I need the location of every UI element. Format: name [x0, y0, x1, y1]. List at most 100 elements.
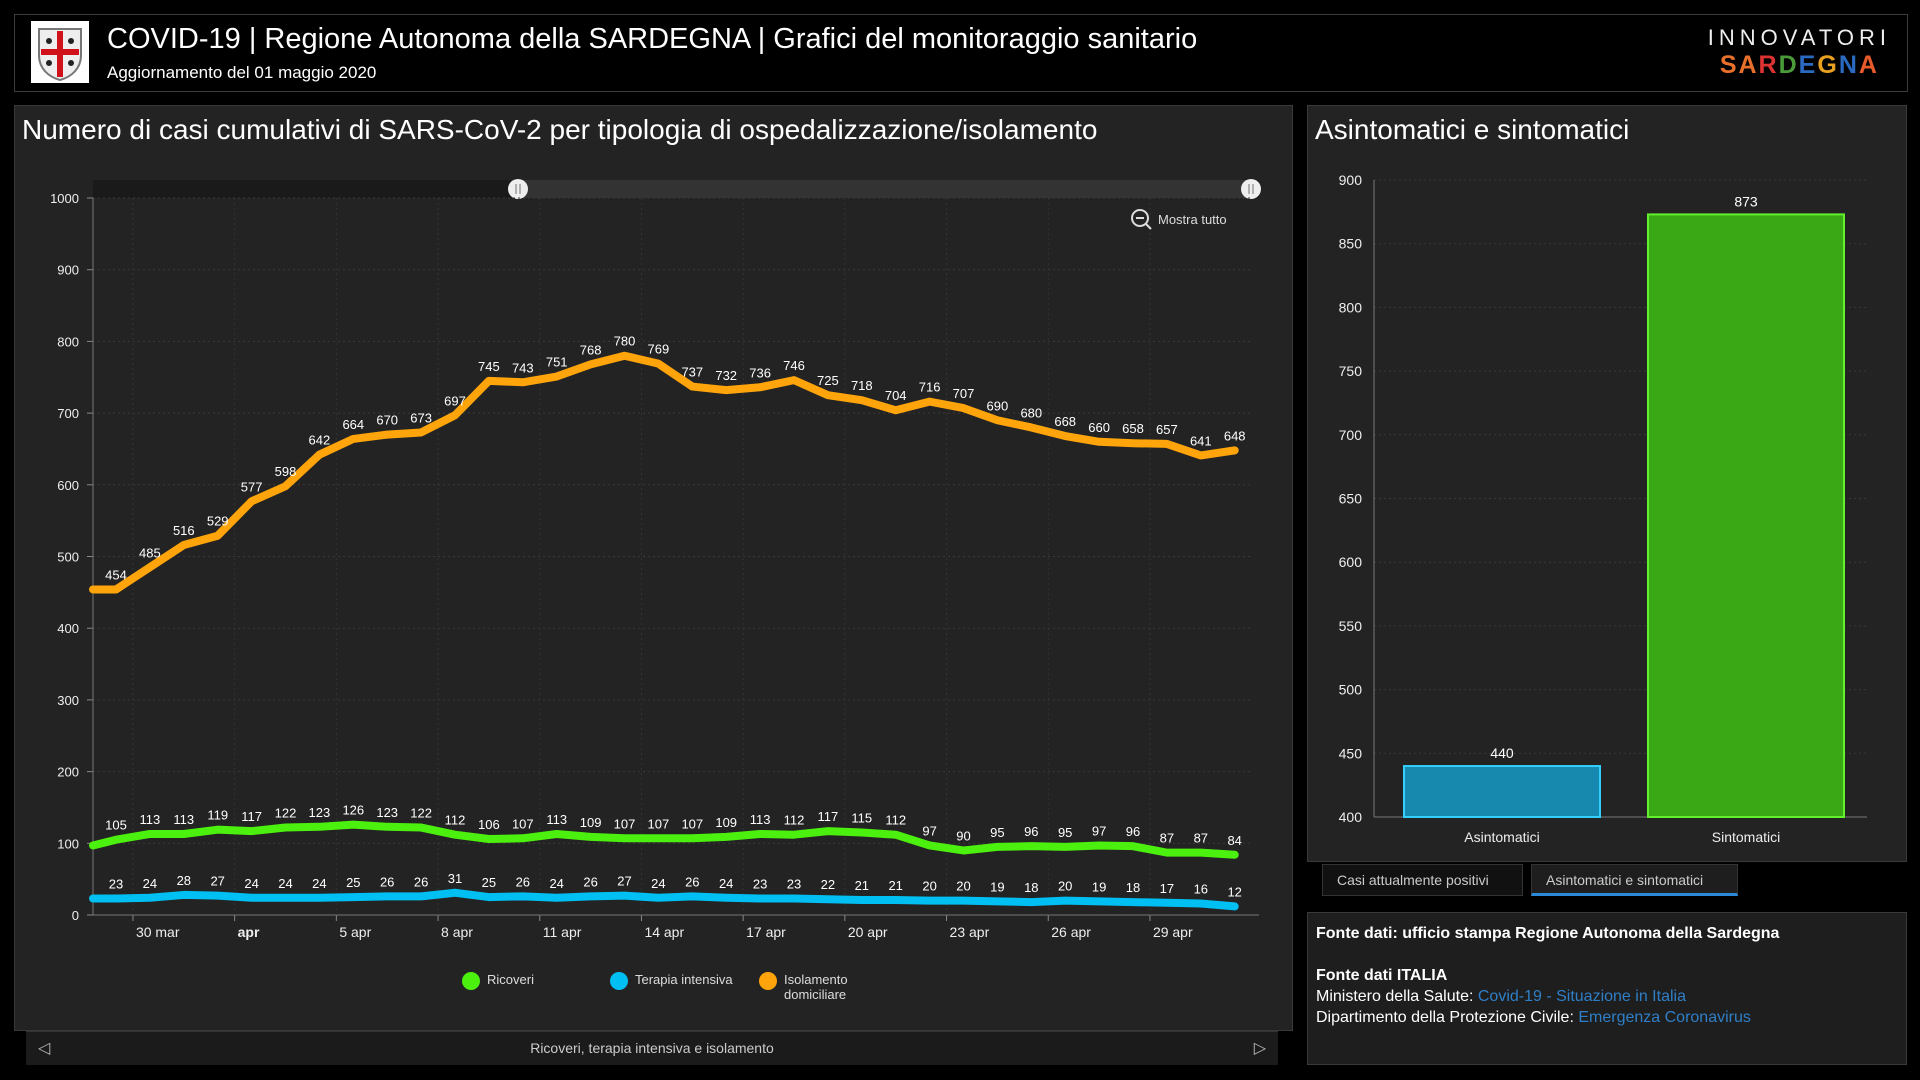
data-point-isolamento — [996, 419, 999, 422]
data-label-ricoveri: 107 — [681, 816, 703, 831]
legend-isolamento[interactable]: Isolamento domiciliare — [759, 972, 889, 1002]
data-point-isolamento — [860, 399, 863, 402]
zoom-out-icon — [1131, 209, 1152, 230]
data-label-terapia: 23 — [787, 877, 801, 892]
data-label-terapia: 19 — [1092, 879, 1106, 894]
y-tick-label: 100 — [57, 836, 79, 851]
data-label-terapia: 23 — [753, 877, 767, 892]
data-point-isolamento — [1030, 426, 1033, 429]
data-label-terapia: 21 — [855, 878, 869, 893]
data-label-isolamento: 658 — [1122, 421, 1144, 436]
y-tick-label: 900 — [57, 263, 79, 278]
y-tick-label: 0 — [72, 908, 79, 923]
data-point-isolamento — [1098, 440, 1101, 443]
bar-asintomatici — [1403, 765, 1601, 818]
data-point-ricoveri — [996, 845, 999, 848]
legend-label: Isolamento domiciliare — [784, 972, 848, 1002]
data-label-ricoveri: 123 — [309, 805, 331, 820]
y-tick-label: 750 — [1339, 363, 1363, 379]
data-label-terapia: 31 — [448, 871, 462, 886]
data-point-terapia — [420, 895, 423, 898]
data-label-ricoveri: 117 — [241, 809, 262, 824]
bar-sintomatici — [1647, 213, 1845, 818]
data-point-terapia — [250, 896, 253, 899]
data-label-ricoveri: 119 — [207, 808, 228, 823]
source-italy-heading: Fonte dati ITALIA — [1316, 967, 1448, 984]
data-label-ricoveri: 95 — [990, 825, 1004, 840]
legend-label: Terapia intensiva — [635, 972, 733, 987]
x-tick-label: 29 apr — [1153, 924, 1193, 940]
data-label-terapia: 18 — [1126, 880, 1140, 895]
data-point-terapia — [284, 896, 287, 899]
data-point-ricoveri — [148, 832, 151, 835]
data-point-isolamento — [487, 379, 490, 382]
data-point-ricoveri — [182, 832, 185, 835]
data-point-ricoveri — [1132, 845, 1134, 848]
brand-line2: SARDEGNA — [1719, 51, 1879, 79]
data-point-ricoveri — [352, 823, 355, 826]
data-point-isolamento — [318, 453, 321, 456]
y-tick-label: 850 — [1339, 236, 1363, 252]
next-chart-arrow-icon[interactable]: ▷ — [1253, 1040, 1266, 1057]
data-point-isolamento — [962, 407, 965, 410]
data-label-ricoveri: 117 — [818, 809, 839, 824]
legend-terapia-intensiva[interactable]: Terapia intensiva — [610, 972, 733, 990]
data-label-terapia: 24 — [651, 876, 665, 891]
data-label-ricoveri: 112 — [784, 813, 805, 828]
legend-ricoveri[interactable]: Ricoveri — [462, 972, 534, 990]
data-point-terapia — [894, 898, 897, 901]
tab-asintomatici-sintomatici[interactable]: Asintomatici e sintomatici — [1531, 864, 1738, 896]
data-point-ricoveri — [589, 835, 592, 838]
data-point-isolamento — [589, 363, 592, 366]
ministero-link[interactable]: Covid-19 - Situazione in Italia — [1477, 988, 1686, 1005]
data-label-isolamento: 577 — [241, 479, 263, 494]
tab-casi-attualmente-positivi[interactable]: Casi attualmente positivi — [1322, 864, 1523, 896]
data-point-terapia — [182, 893, 185, 896]
data-label-isolamento: 718 — [851, 378, 873, 393]
dpc-link[interactable]: Emergenza Coronavirus — [1578, 1009, 1751, 1026]
data-point-isolamento — [386, 433, 389, 436]
data-point-terapia — [1199, 902, 1202, 905]
data-label-ricoveri: 97 — [922, 823, 936, 838]
data-label-isolamento: 690 — [987, 398, 1009, 413]
data-point-terapia — [487, 896, 490, 899]
data-point-ricoveri — [521, 837, 524, 840]
data-point-isolamento — [1132, 442, 1134, 445]
data-label-ricoveri: 107 — [614, 816, 636, 831]
data-point-ricoveri — [725, 835, 728, 838]
legend-dot — [759, 972, 777, 990]
data-point-ricoveri — [1030, 845, 1033, 848]
show-all-button[interactable]: Mostra tutto — [1130, 208, 1227, 230]
data-label-isolamento: 716 — [919, 380, 941, 395]
data-label-ricoveri: 107 — [512, 816, 534, 831]
data-point-isolamento — [1165, 442, 1168, 445]
previous-chart-arrow-icon[interactable]: ◁ — [38, 1040, 51, 1057]
data-label-isolamento: 704 — [885, 388, 907, 403]
category-label: Sintomatici — [1712, 829, 1780, 845]
data-label-isolamento: 668 — [1054, 414, 1076, 429]
data-label-terapia: 20 — [1058, 879, 1072, 894]
y-tick-label: 400 — [1339, 809, 1363, 825]
series-line-isolamento — [89, 351, 1239, 594]
bar-chart-title: Asintomatici e sintomatici — [1315, 114, 1630, 145]
source-regional: Fonte dati: ufficio stampa Regione Auton… — [1316, 925, 1780, 942]
data-label-isolamento: 673 — [410, 410, 432, 425]
range-slider-right-handle[interactable] — [1241, 179, 1261, 199]
data-point-terapia — [793, 897, 795, 900]
data-label-terapia: 17 — [1160, 881, 1174, 896]
data-point-terapia — [928, 899, 931, 902]
data-point-isolamento — [1233, 449, 1236, 452]
y-tick-label: 450 — [1339, 745, 1363, 761]
data-point-ricoveri — [555, 832, 558, 835]
data-label-isolamento: 768 — [580, 342, 602, 357]
data-point-ricoveri — [284, 826, 287, 829]
data-point-ricoveri — [420, 826, 423, 829]
show-all-label: Mostra tutto — [1158, 211, 1227, 227]
data-point-terapia — [759, 897, 762, 900]
data-label-terapia: 26 — [380, 874, 394, 889]
y-tick-label: 650 — [1339, 491, 1363, 507]
data-point-terapia — [1132, 901, 1134, 904]
range-slider-left-handle[interactable] — [508, 179, 528, 199]
series-line-terapia — [89, 888, 1239, 911]
data-point-terapia — [1233, 905, 1236, 908]
